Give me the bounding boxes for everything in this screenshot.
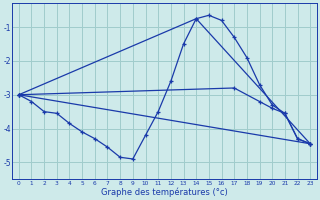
X-axis label: Graphe des températures (°c): Graphe des températures (°c) bbox=[101, 187, 228, 197]
